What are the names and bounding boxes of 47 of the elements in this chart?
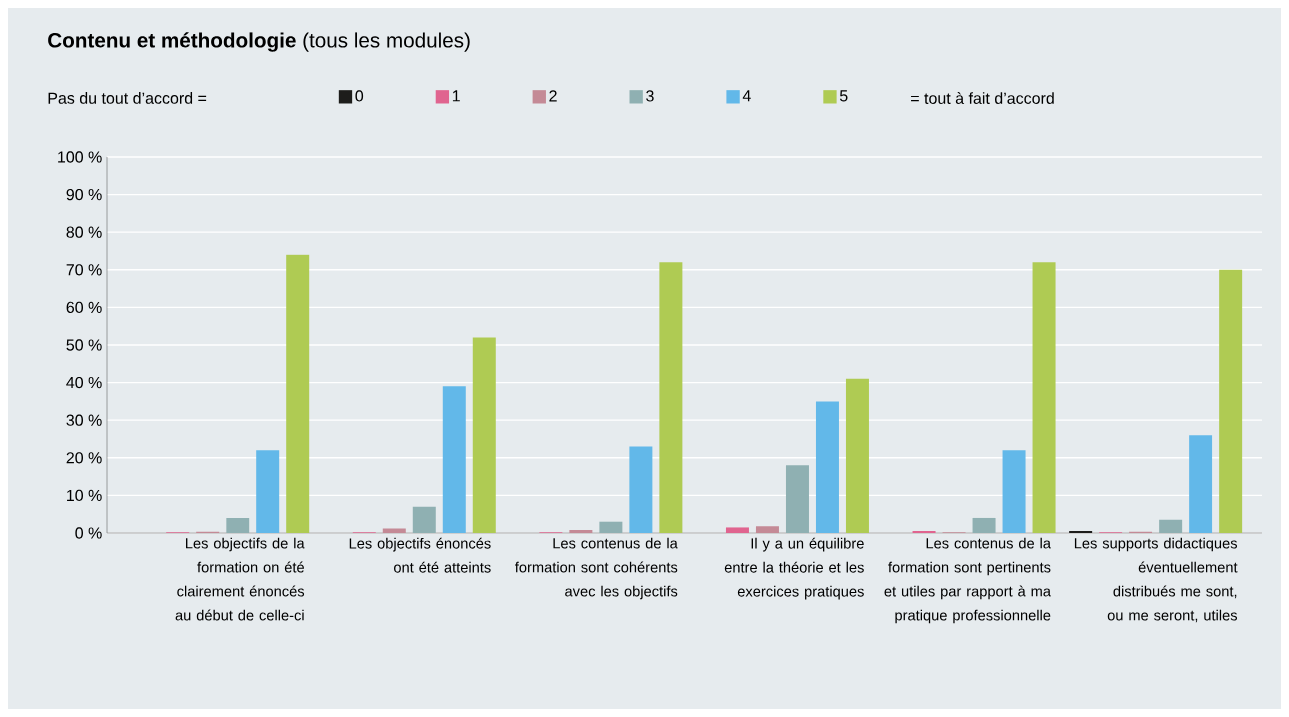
y-tick-label: 80 %: [66, 226, 102, 238]
y-tick-label: 60 %: [66, 301, 102, 314]
legend-label: 5: [839, 90, 848, 102]
bar: [442, 386, 466, 533]
bar: [286, 254, 310, 533]
x-tick-label: Les objectifs de la formation on été clairement énoncés au début de celle-ci: [175, 537, 305, 621]
y-tick-label: 70 %: [66, 264, 102, 276]
bar: [972, 517, 996, 533]
x-tick-label: Il y a un équilibre entre la théorie et les exercices pratiques: [724, 537, 864, 600]
y-tick-label: 20 %: [66, 452, 102, 464]
x-tick-label: Les contenus de la formation sont pertinents et utiles par rapport à ma pratique professionnelle: [884, 537, 1051, 624]
bar: [659, 262, 683, 533]
bar: [382, 528, 406, 533]
bar: [785, 465, 809, 533]
bar: [1189, 435, 1213, 533]
legend-label: 4: [742, 90, 751, 102]
bar: [1002, 450, 1026, 533]
bar: [599, 521, 623, 533]
y-tick-label: 50 %: [66, 339, 102, 351]
bar: [815, 401, 839, 533]
x-tick-label: Les supports didactiques éventuellement distribués me sont, ou me seront, utiles: [1074, 537, 1238, 623]
bar: [1032, 262, 1056, 533]
bar: [1159, 519, 1183, 533]
x-tick-label: Les objectifs énoncés ont été atteints: [349, 537, 491, 573]
bar: [629, 446, 653, 533]
bar: [412, 506, 436, 533]
bar: [569, 529, 593, 533]
y-tick-label: 0 %: [75, 527, 102, 539]
y-tick-label: 100 %: [58, 151, 102, 163]
chart-title: Contenu et méthodologie (tous les modules): [48, 32, 470, 52]
y-tick-label: 30 %: [66, 414, 102, 426]
bar: [256, 450, 280, 533]
bar: [845, 378, 869, 533]
bar: [226, 517, 250, 533]
y-tick-label: 90 %: [66, 188, 102, 201]
legend-title: Pas du tout d’accord =: [48, 92, 207, 104]
text: = tout à fait d’accord: [911, 92, 1054, 104]
y-tick-label: 40 %: [66, 376, 102, 389]
bar: [472, 337, 496, 533]
legend-label: 2: [549, 90, 557, 102]
legend-label: 3: [646, 90, 654, 102]
legend-label: 0: [355, 90, 364, 102]
x-tick-label: Les contenus de la formation sont cohérents avec les objectifs: [514, 537, 678, 600]
bar: [755, 526, 779, 533]
bar: [1219, 269, 1243, 533]
legend-label: 1: [452, 90, 460, 102]
y-tick-label: 10 %: [67, 489, 102, 502]
